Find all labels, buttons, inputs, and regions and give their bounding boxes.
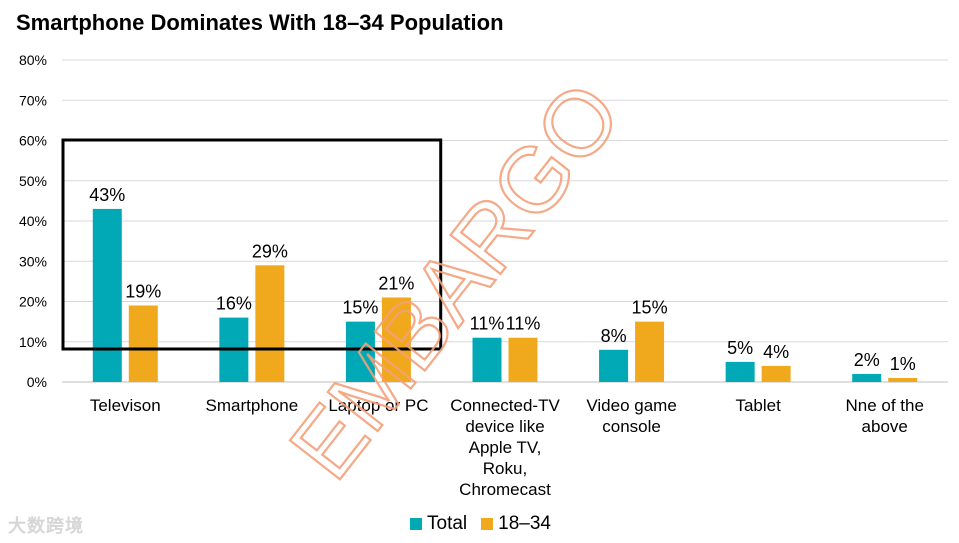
data-label: 5% — [727, 338, 753, 358]
data-label: 21% — [378, 273, 414, 293]
data-label: 19% — [125, 282, 161, 302]
category-label: device like — [465, 417, 544, 436]
legend-swatch-18-34 — [481, 518, 494, 530]
chart-legend: Total 18–34 — [410, 513, 565, 535]
y-tick-label: 70% — [19, 92, 47, 108]
y-tick-label: 30% — [19, 253, 47, 269]
data-label: 15% — [632, 298, 668, 318]
category-label: above — [862, 417, 908, 436]
bar-18-34 — [635, 321, 665, 382]
y-tick-label: 0% — [27, 374, 47, 390]
legend-item-18-34: 18–34 — [481, 513, 551, 535]
category-label: Smartphone — [206, 396, 299, 415]
legend-item-total: Total — [410, 513, 467, 535]
data-label: 16% — [216, 294, 252, 314]
legend-label-total: Total — [427, 513, 468, 534]
footer-watermark: 大数跨境 — [8, 516, 84, 537]
bar-total — [92, 208, 122, 382]
data-label: 8% — [601, 326, 627, 346]
category-label: Chromecast — [459, 480, 551, 499]
embargo-stamp: EMBARGO — [271, 64, 641, 497]
y-tick-label: 10% — [19, 334, 47, 350]
y-tick-label: 60% — [19, 133, 47, 149]
category-label: console — [602, 417, 661, 436]
category-label: Roku, — [483, 459, 527, 478]
category-label: Tablet — [735, 396, 781, 415]
data-label: 11% — [470, 314, 505, 334]
category-label: Connected-TV — [450, 396, 560, 415]
bar-total — [725, 361, 755, 382]
bar-18-34 — [255, 265, 285, 382]
data-label: 15% — [342, 298, 378, 318]
bar-18-34 — [508, 337, 538, 382]
data-label: 1% — [890, 354, 916, 374]
bar-total — [599, 349, 629, 382]
y-tick-label: 50% — [19, 173, 47, 189]
legend-swatch-total — [410, 518, 422, 530]
bar-total — [345, 321, 375, 382]
data-label: 29% — [252, 241, 288, 261]
bar-18-34 — [761, 365, 791, 382]
y-tick-label: 40% — [19, 213, 47, 229]
bar-total — [472, 337, 502, 382]
category-label: Video game — [586, 396, 676, 415]
category-label: Laptop or PC — [328, 396, 428, 415]
data-label: 4% — [763, 342, 789, 362]
y-tick-label: 20% — [19, 294, 47, 310]
data-label: 2% — [854, 350, 880, 370]
y-tick-label: 80% — [19, 52, 47, 68]
data-label: 43% — [89, 185, 125, 205]
legend-label-18-34: 18–34 — [498, 513, 551, 534]
bar-18-34 — [381, 297, 411, 382]
chart-title: Smartphone Dominates With 18–34 Populati… — [16, 10, 504, 35]
bar-total — [852, 373, 882, 382]
category-label: Televison — [90, 396, 161, 415]
category-label: Nne of the — [845, 396, 923, 415]
data-label: 11% — [506, 314, 541, 334]
bar-18-34 — [888, 377, 918, 382]
category-label: Apple TV, — [469, 438, 542, 457]
highlight-box — [61, 138, 443, 351]
bar-18-34 — [128, 305, 158, 382]
